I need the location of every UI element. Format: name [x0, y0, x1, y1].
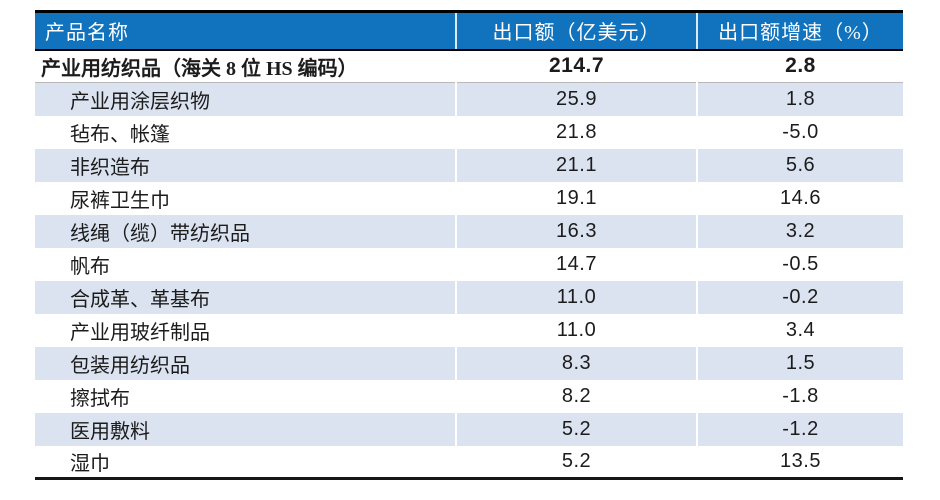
- export-growth-cell: 3.2: [696, 214, 903, 248]
- table-row: 产业用纺织品（海关 8 位 HS 编码） 214.7 2.8: [35, 49, 903, 83]
- export-value-cell: 19.1: [455, 181, 697, 215]
- industrial-textiles-export-table: 产品名称 出口额（亿美元） 出口额增速（%） 产业用纺织品（海关 8 位 HS …: [35, 10, 903, 480]
- product-name-cell: 尿裤卫生巾: [35, 181, 456, 215]
- product-name-cell: 湿巾: [35, 445, 456, 480]
- table-row: 毡布、帐篷 21.8 -5.0: [35, 115, 903, 149]
- header-export-growth: 出口额增速（%）: [696, 10, 903, 51]
- export-growth-cell: -0.5: [696, 247, 903, 281]
- export-value-cell: 16.3: [455, 214, 697, 248]
- export-value-cell: 214.7: [455, 49, 697, 83]
- header-export-value: 出口额（亿美元）: [455, 10, 697, 51]
- table-row: 医用敷料 5.2 -1.2: [35, 412, 903, 446]
- export-value-cell: 21.1: [455, 148, 697, 182]
- export-growth-cell: 2.8: [696, 49, 903, 83]
- export-growth-cell: -5.0: [696, 115, 903, 149]
- export-value-cell: 5.2: [455, 445, 697, 480]
- product-name-cell: 产业用玻纤制品: [35, 313, 456, 347]
- export-growth-cell: -1.2: [696, 412, 903, 446]
- export-value-cell: 5.2: [455, 412, 697, 446]
- export-value-cell: 11.0: [455, 313, 697, 347]
- export-growth-cell: 5.6: [696, 148, 903, 182]
- table-row: 产业用玻纤制品 11.0 3.4: [35, 313, 903, 347]
- export-value-cell: 25.9: [455, 82, 697, 116]
- table-row: 尿裤卫生巾 19.1 14.6: [35, 181, 903, 215]
- product-name-cell: 产业用涂层织物: [35, 82, 456, 116]
- product-name-cell: 包装用纺织品: [35, 346, 456, 380]
- header-product-name: 产品名称: [35, 10, 456, 51]
- table-row: 非织造布 21.1 5.6: [35, 148, 903, 182]
- export-value-cell: 11.0: [455, 280, 697, 314]
- export-growth-cell: 1.8: [696, 82, 903, 116]
- product-name-cell: 产业用纺织品（海关 8 位 HS 编码）: [35, 49, 456, 83]
- product-name-cell: 线绳（缆）带纺织品: [35, 214, 456, 248]
- product-name-cell: 帆布: [35, 247, 456, 281]
- table-row: 湿巾 5.2 13.5: [35, 445, 903, 480]
- product-name-cell: 非织造布: [35, 148, 456, 182]
- product-name-cell: 毡布、帐篷: [35, 115, 456, 149]
- export-growth-cell: 13.5: [696, 445, 903, 480]
- header-row: 产品名称 出口额（亿美元） 出口额增速（%）: [35, 10, 903, 51]
- table-row: 线绳（缆）带纺织品 16.3 3.2: [35, 214, 903, 248]
- table-row: 帆布 14.7 -0.5: [35, 247, 903, 281]
- export-growth-cell: -1.8: [696, 379, 903, 413]
- export-value-cell: 8.3: [455, 346, 697, 380]
- export-growth-cell: 14.6: [696, 181, 903, 215]
- table-row: 合成革、革基布 11.0 -0.2: [35, 280, 903, 314]
- export-growth-cell: 3.4: [696, 313, 903, 347]
- export-value-cell: 8.2: [455, 379, 697, 413]
- export-growth-cell: 1.5: [696, 346, 903, 380]
- export-value-cell: 14.7: [455, 247, 697, 281]
- table-row: 产业用涂层织物 25.9 1.8: [35, 82, 903, 116]
- table-row: 包装用纺织品 8.3 1.5: [35, 346, 903, 380]
- export-value-cell: 21.8: [455, 115, 697, 149]
- product-name-cell: 医用敷料: [35, 412, 456, 446]
- table-row: 擦拭布 8.2 -1.8: [35, 379, 903, 413]
- product-name-cell: 合成革、革基布: [35, 280, 456, 314]
- export-growth-cell: -0.2: [696, 280, 903, 314]
- product-name-cell: 擦拭布: [35, 379, 456, 413]
